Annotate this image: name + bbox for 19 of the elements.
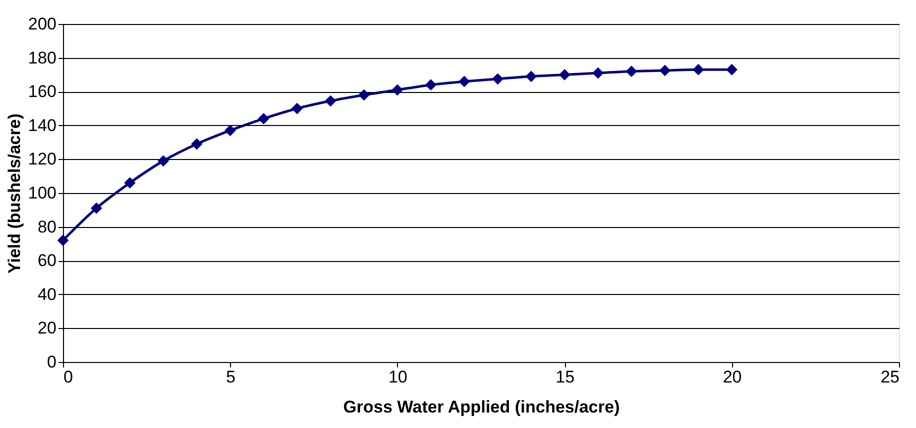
y-tick-label: 180 — [28, 48, 56, 68]
y-tick-label: 0 — [47, 352, 56, 372]
x-tick-label: 25 — [880, 368, 900, 386]
y-tick-label: 40 — [38, 284, 56, 304]
y-tick-label: 160 — [28, 82, 56, 102]
x-tick-label: 10 — [388, 368, 408, 386]
y-tick-label: 200 — [28, 14, 56, 34]
x-tick-label: 15 — [556, 368, 575, 386]
y-tick-label: 80 — [38, 217, 56, 236]
y-tick-label: 20 — [38, 318, 56, 338]
x-axis-title: Gross Water Applied (inches/acre) — [343, 398, 620, 416]
y-axis-title: Yield (bushels/acre) — [5, 114, 24, 274]
y-tick-label: 100 — [28, 184, 56, 202]
x-tick-label: 0 — [64, 368, 73, 386]
y-tick-label: 140 — [28, 116, 56, 135]
x-tick-label: 5 — [226, 368, 236, 386]
x-tick-label: 20 — [722, 368, 742, 386]
y-tick-label: 60 — [38, 251, 56, 270]
y-tick-label: 120 — [28, 150, 56, 169]
